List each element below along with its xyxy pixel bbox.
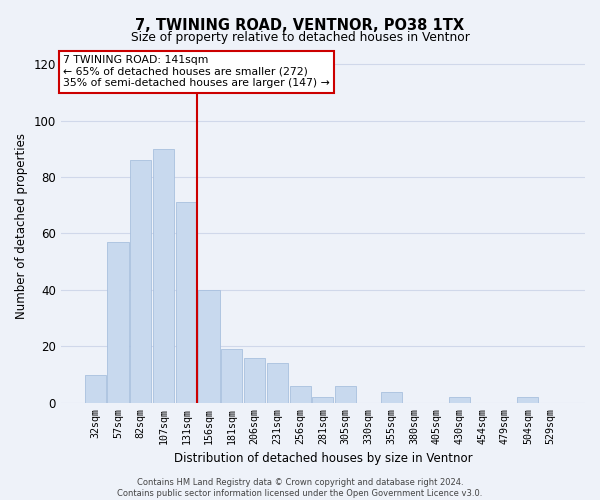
Bar bbox=[199, 290, 220, 403]
Bar bbox=[380, 392, 402, 403]
Y-axis label: Number of detached properties: Number of detached properties bbox=[15, 134, 28, 320]
X-axis label: Distribution of detached houses by size in Ventnor: Distribution of detached houses by size … bbox=[173, 452, 472, 465]
Text: Contains HM Land Registry data © Crown copyright and database right 2024.
Contai: Contains HM Land Registry data © Crown c… bbox=[118, 478, 482, 498]
Text: 7 TWINING ROAD: 141sqm
← 65% of detached houses are smaller (272)
35% of semi-de: 7 TWINING ROAD: 141sqm ← 65% of detached… bbox=[64, 56, 330, 88]
Bar bbox=[85, 374, 106, 403]
Text: 7, TWINING ROAD, VENTNOR, PO38 1TX: 7, TWINING ROAD, VENTNOR, PO38 1TX bbox=[136, 18, 464, 32]
Bar bbox=[313, 397, 334, 403]
Bar bbox=[290, 386, 311, 403]
Text: Size of property relative to detached houses in Ventnor: Size of property relative to detached ho… bbox=[131, 31, 469, 44]
Bar bbox=[335, 386, 356, 403]
Bar bbox=[153, 149, 174, 403]
Bar bbox=[130, 160, 151, 403]
Bar bbox=[221, 349, 242, 403]
Bar bbox=[244, 358, 265, 403]
Bar bbox=[176, 202, 197, 403]
Bar bbox=[267, 364, 288, 403]
Bar bbox=[107, 242, 128, 403]
Bar bbox=[517, 397, 538, 403]
Bar bbox=[449, 397, 470, 403]
